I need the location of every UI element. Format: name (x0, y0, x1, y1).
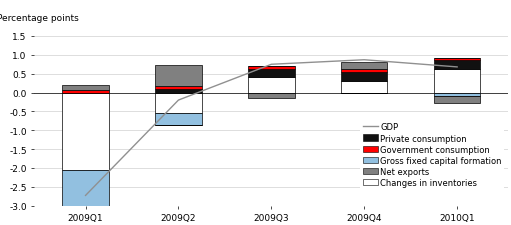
Bar (62, 91, 109, 93)
Bar (341, 63, 387, 70)
Bar (341, 72, 387, 82)
Legend: GDP, Private consumption, Government consumption, Gross fixed capital formation,: GDP, Private consumption, Government con… (360, 120, 504, 190)
Bar (155, 89, 202, 93)
Bar (434, 59, 480, 61)
Bar (434, 70, 480, 93)
Bar (341, 82, 387, 93)
Bar (155, 93, 202, 114)
Bar (248, 93, 294, 98)
Bar (62, 93, 109, 170)
Text: Percentage points: Percentage points (0, 14, 78, 23)
Bar (341, 70, 387, 72)
Bar (155, 114, 202, 125)
Bar (434, 97, 480, 104)
Bar (434, 61, 480, 70)
Bar (155, 87, 202, 89)
Bar (248, 77, 294, 93)
Bar (248, 66, 294, 70)
Bar (155, 66, 202, 87)
Bar (248, 70, 294, 77)
Bar (62, 170, 109, 225)
Bar (62, 86, 109, 91)
Bar (434, 93, 480, 97)
